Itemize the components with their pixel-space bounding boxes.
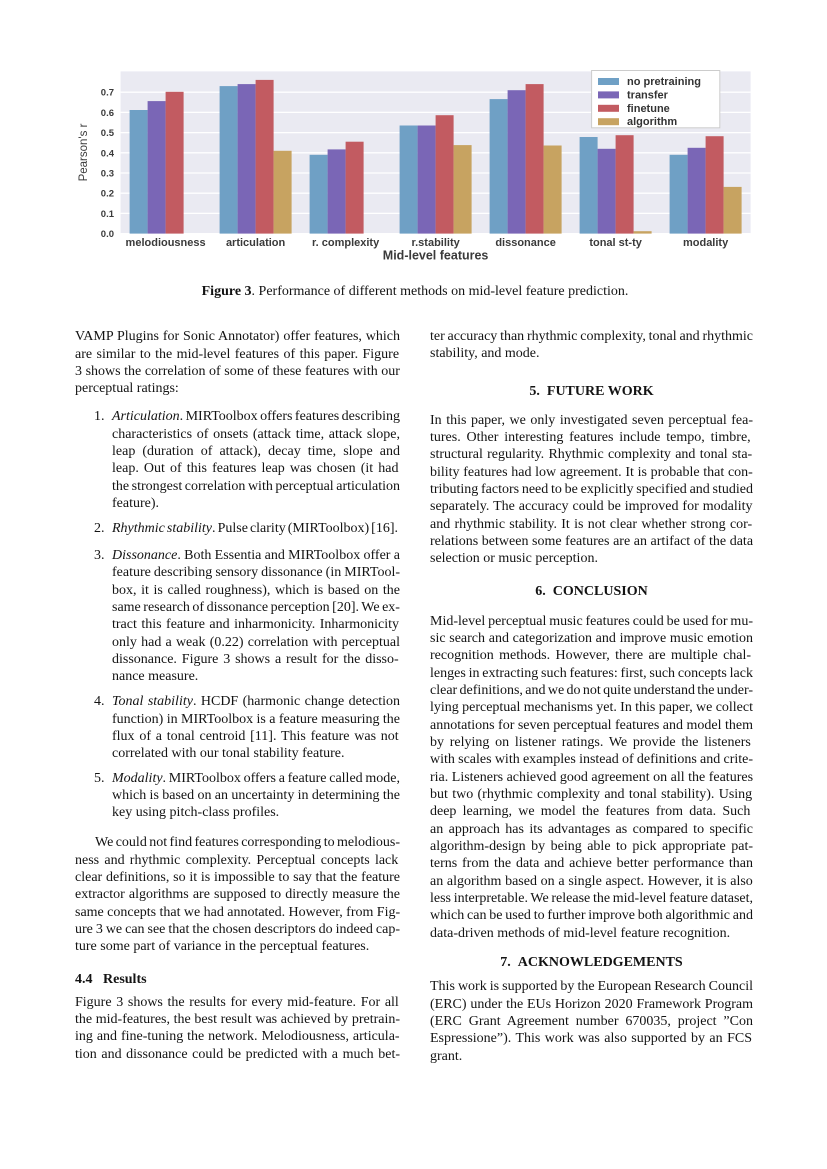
svg-text:finetune: finetune <box>627 103 670 115</box>
svg-text:0.2: 0.2 <box>101 189 114 200</box>
svg-text:r. complexity: r. complexity <box>312 237 380 249</box>
svg-text:transfer: transfer <box>627 89 669 101</box>
svg-text:articulation: articulation <box>226 237 286 249</box>
svg-text:Pearson's r: Pearson's r <box>78 123 90 181</box>
svg-text:0.7: 0.7 <box>101 88 114 99</box>
svg-text:tonal st-ty: tonal st-ty <box>589 237 642 249</box>
svg-text:r.stability: r.stability <box>411 237 460 249</box>
svg-text:0.0: 0.0 <box>101 229 114 240</box>
svg-text:0.1: 0.1 <box>101 209 115 220</box>
svg-text:algorithm: algorithm <box>627 116 677 128</box>
svg-text:melodiousness: melodiousness <box>126 237 206 249</box>
svg-text:modality: modality <box>683 237 729 249</box>
svg-text:0.6: 0.6 <box>101 108 114 119</box>
svg-text:no pretraining: no pretraining <box>627 76 701 88</box>
svg-text:Mid-level features: Mid-level features <box>383 249 489 263</box>
svg-text:dissonance: dissonance <box>495 237 556 249</box>
svg-text:0.3: 0.3 <box>101 169 114 180</box>
svg-text:0.4: 0.4 <box>101 148 115 159</box>
svg-text:0.5: 0.5 <box>101 128 115 139</box>
